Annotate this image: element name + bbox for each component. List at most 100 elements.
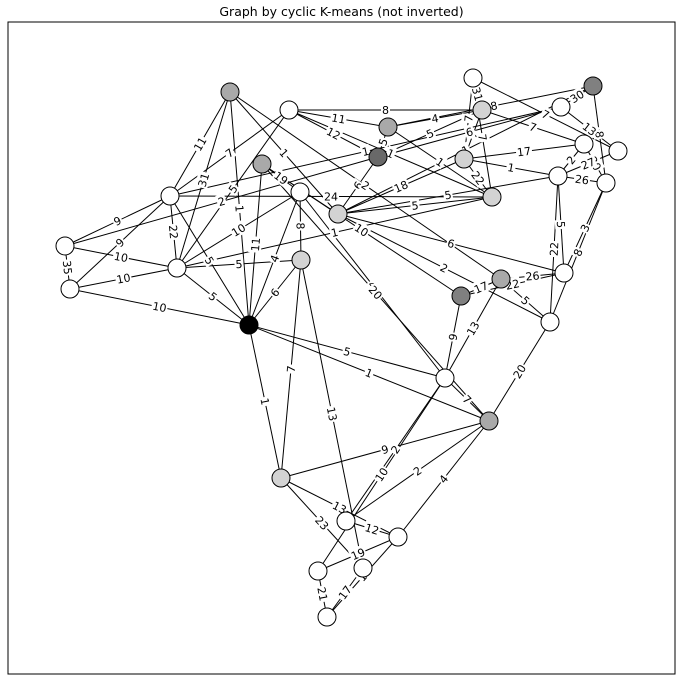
graph-node-P <box>55 236 75 256</box>
edge-weight-text: 6 <box>446 237 456 251</box>
edge-label-background <box>312 512 333 533</box>
edge-weight-text: 9 <box>446 332 460 341</box>
edge-label-background <box>429 110 441 126</box>
edge-weight-text: 18 <box>392 178 410 196</box>
edge-weight-text: 2 <box>216 195 226 209</box>
edge-weight-label: 35 <box>60 258 76 277</box>
graph-node-F <box>454 149 474 169</box>
edge-weight-text: 10 <box>352 221 371 240</box>
edge-weight-text: 12 <box>363 521 380 538</box>
edge-weight-label: 4 <box>435 471 451 487</box>
graph-node-AH <box>388 527 408 547</box>
edge-weight-label: 1 <box>359 143 372 159</box>
edge-weight-label: 12 <box>362 519 382 538</box>
edge-label-background <box>202 253 218 268</box>
graph-node-N <box>548 166 568 186</box>
edge-label-background <box>566 86 587 106</box>
edge-label-background <box>221 144 237 161</box>
edge-label-background <box>523 268 542 283</box>
graph-node-W <box>491 269 511 289</box>
graph-node-C <box>583 76 603 96</box>
edge-label-background <box>462 318 483 339</box>
edge-label-background <box>469 84 487 104</box>
graph-node-AB <box>252 154 272 174</box>
graph-node-R <box>554 263 574 283</box>
edge-label-background <box>205 288 221 304</box>
edge-label-background <box>470 277 491 297</box>
edge-weight-text: 26 <box>525 269 540 283</box>
edge-weight-text: 5 <box>342 345 352 359</box>
edge-label-background <box>266 251 282 265</box>
edge-label-background <box>475 131 491 143</box>
edge-weight-text: 1 <box>257 397 271 407</box>
graph-node-AD <box>336 511 356 531</box>
edge-label-background <box>576 220 593 235</box>
edge-weight-text: 17 <box>336 583 355 602</box>
edge-weight-label: 31 <box>194 170 212 190</box>
graph-node-AA <box>291 250 311 270</box>
edge-weight-text: 1 <box>361 145 371 159</box>
edge-label-background <box>569 245 586 259</box>
edge-weight-label: 30 <box>566 86 587 106</box>
edge-weight-text: 5 <box>235 258 243 271</box>
graph-node-K <box>279 100 299 120</box>
edge-weight-label: 8 <box>293 221 308 231</box>
edge-label-background <box>526 118 540 135</box>
graph-node-U <box>60 279 80 299</box>
edge-weight-label: 11 <box>329 110 348 127</box>
node-layer <box>55 68 628 627</box>
edge-label-background <box>463 124 476 139</box>
edge-weight-label: 7 <box>538 106 553 122</box>
edge-weight-text: 3 <box>578 222 593 234</box>
edge-label-background <box>111 248 131 265</box>
edge-label-background <box>347 544 368 563</box>
graph-node-AI <box>317 607 337 627</box>
edge-weight-text: 21 <box>314 586 329 602</box>
edge-weight-text: 22 <box>468 169 487 188</box>
edge-weight-label: 9 <box>110 212 125 229</box>
edge-weight-label: 10 <box>228 219 249 240</box>
edge-label-background <box>315 584 331 604</box>
edge-label-background <box>228 219 249 240</box>
edge-label-background <box>60 258 76 277</box>
edge-label-background <box>283 363 298 375</box>
edge-weight-text: 31 <box>469 86 485 103</box>
edge-label-background <box>435 471 451 487</box>
edge-weight-label: 5 <box>423 125 437 141</box>
edge-weight-text: 1 <box>385 147 397 162</box>
edge-weight-label: 10 <box>114 270 133 287</box>
edge-weight-label: 10 <box>111 248 131 265</box>
edge-label-background <box>111 234 128 250</box>
edge-label-background <box>328 224 341 240</box>
edge-weight-text: 5 <box>444 188 453 202</box>
edge-weight-text: 8 <box>571 247 586 258</box>
edge-label-layer: 3177774578308181136120172221182726835111… <box>60 84 608 604</box>
edge-weight-text: 13 <box>464 319 482 338</box>
edge-weight-label: 3 <box>576 220 593 235</box>
edge-weight-text: 13 <box>324 406 340 422</box>
edge-label-background <box>546 240 561 258</box>
edge-label-background <box>224 181 241 197</box>
edge-label-background <box>362 519 382 538</box>
edge-weight-label: 2 <box>409 462 425 479</box>
edge-label-background <box>515 143 533 159</box>
edge-label-background <box>562 152 579 168</box>
edge-label-background <box>110 212 125 229</box>
edge-weight-text: 5 <box>424 127 436 142</box>
edge-weight-label: 17 <box>470 277 491 297</box>
edge-weight-text: 24 <box>324 190 338 203</box>
edge-weight-text: 17 <box>516 145 532 160</box>
edge-weight-label: 5 <box>374 135 391 149</box>
edge-label-background <box>271 167 292 188</box>
graph-node-Z <box>435 368 455 388</box>
edge-weight-text: 5 <box>376 137 391 148</box>
edge-label-background <box>194 170 212 190</box>
edge-weight-text: 1 <box>330 226 340 240</box>
edge-label-background <box>423 125 437 141</box>
graph-node-I <box>378 117 398 137</box>
edge-weight-label: 17 <box>515 143 533 160</box>
edge-weight-label: 6 <box>445 235 458 251</box>
edge-weight-label: 13 <box>324 404 341 424</box>
edge-weight-text: 10 <box>373 465 392 484</box>
